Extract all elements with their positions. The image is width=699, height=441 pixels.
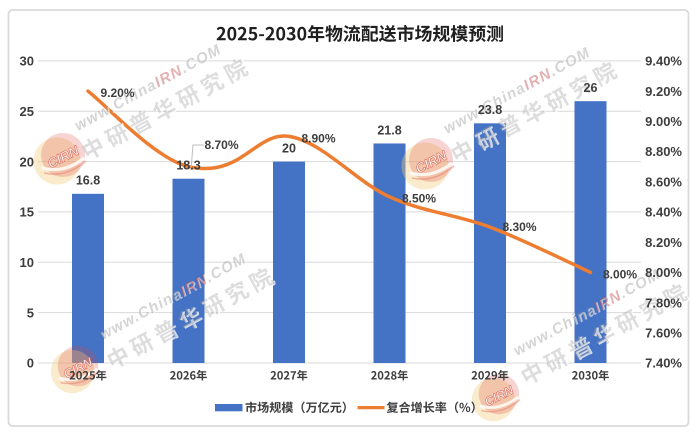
svg-text:20: 20 [282,141,296,155]
svg-text:7.80%: 7.80% [645,295,682,310]
svg-text:8.20%: 8.20% [645,235,682,250]
svg-text:0: 0 [27,356,34,371]
svg-text:8.50%: 8.50% [402,192,436,206]
svg-text:9.20%: 9.20% [645,84,682,99]
svg-text:8.70%: 8.70% [205,138,239,152]
svg-text:26: 26 [584,81,598,95]
svg-text:9.20%: 9.20% [101,86,135,100]
svg-text:8.00%: 8.00% [603,267,637,281]
svg-text:8.30%: 8.30% [503,220,537,234]
svg-text:8.60%: 8.60% [645,174,682,189]
svg-text:9.00%: 9.00% [645,114,682,129]
svg-text:8.90%: 8.90% [302,131,336,145]
svg-text:10: 10 [20,255,34,270]
svg-text:7.40%: 7.40% [645,356,682,371]
svg-text:23.8: 23.8 [478,103,502,117]
svg-text:21.8: 21.8 [377,123,401,137]
svg-text:30: 30 [20,54,34,69]
svg-text:7.60%: 7.60% [645,326,682,341]
svg-text:8.40%: 8.40% [645,205,682,220]
svg-text:25: 25 [20,104,34,119]
svg-text:16.8: 16.8 [76,174,100,188]
svg-text:15: 15 [20,205,34,220]
svg-text:8.00%: 8.00% [645,265,682,280]
svg-text:9.40%: 9.40% [645,54,682,69]
svg-text:8.80%: 8.80% [645,144,682,159]
svg-text:18.3: 18.3 [176,159,200,173]
svg-text:5: 5 [27,305,34,320]
svg-text:20: 20 [20,154,34,169]
